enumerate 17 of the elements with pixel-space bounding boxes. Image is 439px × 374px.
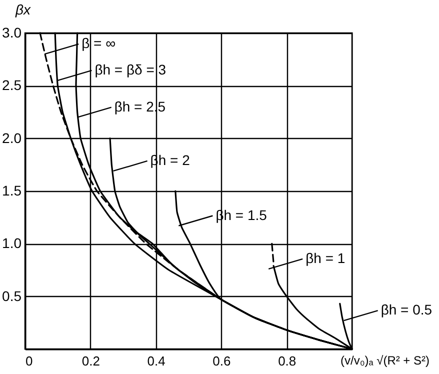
x-axis-title: (v/v₀)ₐ √(R² + S²) [340, 354, 430, 368]
x-tick-label: 0.2 [82, 354, 100, 368]
x-tick-label: 0 [26, 354, 33, 368]
y-tick-label: 1.0 [2, 235, 22, 252]
x-tick-label: 0.4 [147, 354, 166, 368]
x-tick-label: 0.6 [212, 354, 231, 368]
annotation: β = ∞ [82, 35, 116, 52]
y-axis-title: βx [14, 2, 32, 18]
y-tick-label: 2.0 [2, 130, 22, 146]
annotation: βh = 1 [306, 250, 346, 266]
annotation: βh = βδ = 3 [94, 61, 166, 78]
y-tick-label: 3.0 [2, 24, 22, 40]
y-tick-label: 1.5 [2, 182, 22, 198]
x-tick-label: 0.8 [278, 354, 296, 368]
y-tick-label: 0.5 [2, 288, 22, 304]
annotation: βh = 0.5 [380, 302, 432, 318]
y-tick-label: 2.5 [2, 77, 22, 94]
